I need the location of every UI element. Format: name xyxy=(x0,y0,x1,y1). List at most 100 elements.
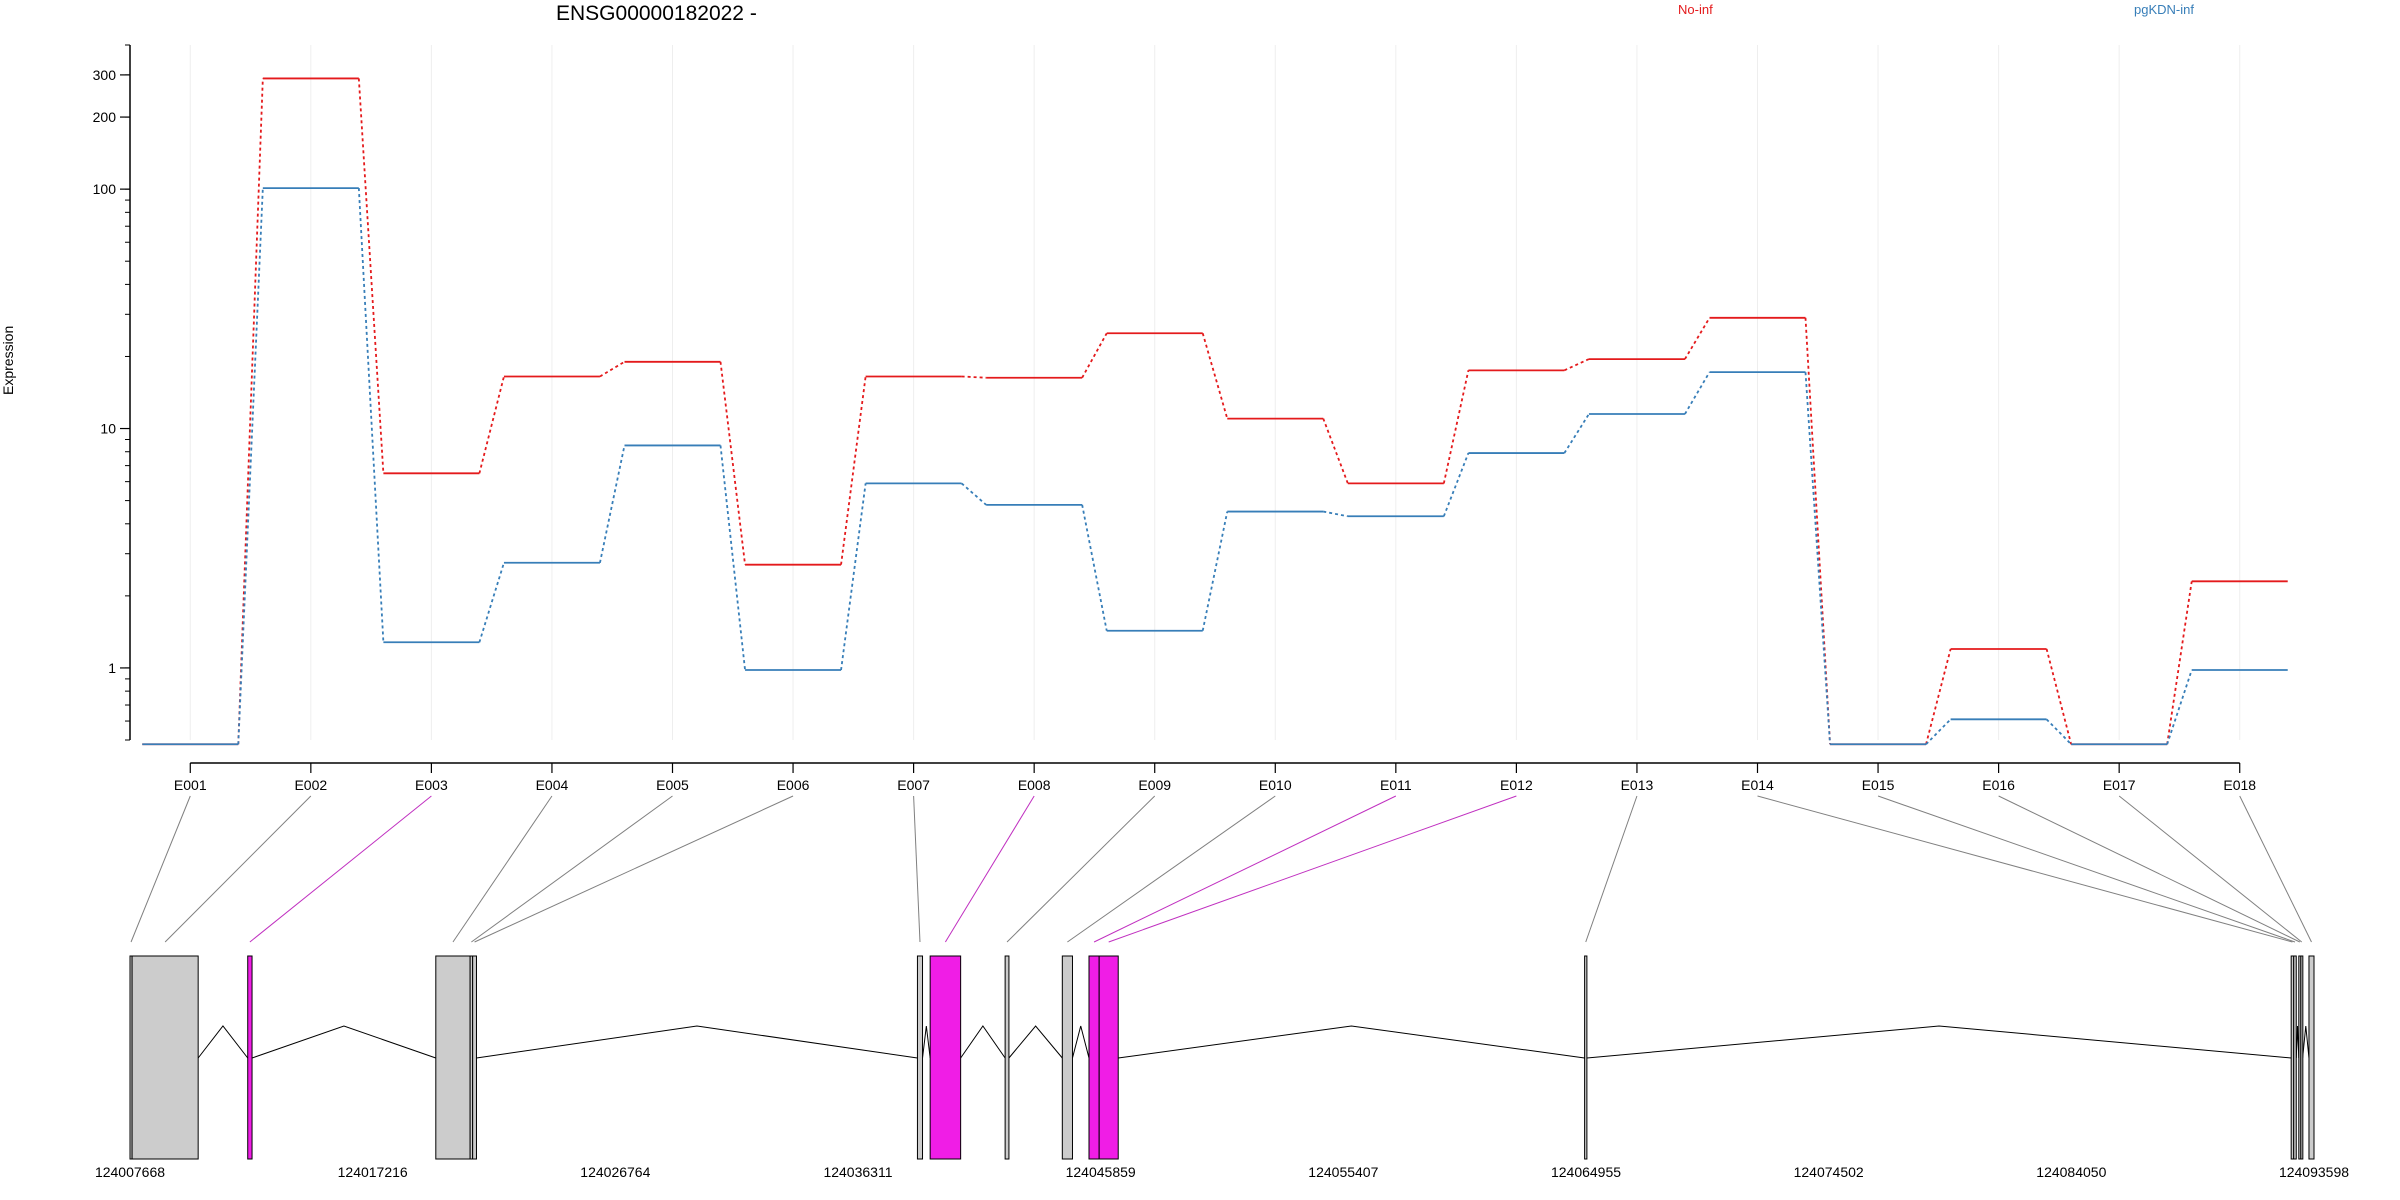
x-tick-label-e010: E010 xyxy=(1259,777,1292,793)
intron-line xyxy=(1071,1025,1090,1059)
genomic-coordinate-label: 124055407 xyxy=(1308,1164,1378,1180)
intron-line xyxy=(960,1025,1006,1059)
genomic-coordinate-label: 124064955 xyxy=(1551,1164,1621,1180)
x-tick-label-e005: E005 xyxy=(656,777,689,793)
series-connector xyxy=(357,188,385,643)
x-tick-label-e006: E006 xyxy=(777,777,810,793)
x-tick-label-e001: E001 xyxy=(174,777,207,793)
y-tick-label: 10 xyxy=(100,421,116,437)
series-connector xyxy=(1442,370,1470,484)
exon-connector-line xyxy=(471,795,673,943)
intron-line xyxy=(197,1025,249,1059)
exon-box-e018 xyxy=(2308,955,2315,1160)
intron-line xyxy=(922,1025,931,1059)
y-tick-label: 1 xyxy=(108,660,116,676)
exon-connector-line xyxy=(944,795,1035,943)
series-pgkdn-inf xyxy=(142,187,2288,746)
series-connector xyxy=(1804,372,1831,745)
genomic-coordinate-label: 124026764 xyxy=(580,1164,650,1180)
genomic-coordinate-label: 124045859 xyxy=(1066,1164,1136,1180)
exon-connector-line xyxy=(1093,795,1397,943)
exon-box-e009 xyxy=(1004,955,1010,1160)
series-connector xyxy=(1442,452,1470,517)
series-connector xyxy=(961,482,987,506)
series-connector xyxy=(1684,371,1711,415)
series-connector xyxy=(961,375,987,379)
series-connector xyxy=(237,188,264,745)
y-tick-label: 100 xyxy=(93,181,117,197)
series-no-inf xyxy=(142,77,2288,746)
series-connector xyxy=(599,361,625,378)
series-connector xyxy=(1564,358,1590,372)
series-connector xyxy=(1201,333,1229,419)
exon-connector-line xyxy=(452,795,553,943)
intron-line xyxy=(1118,1025,1585,1059)
exon-box-e004 xyxy=(435,955,471,1160)
y-tick-label: 200 xyxy=(93,109,117,125)
exon-box-e013 xyxy=(1584,955,1588,1160)
series-connector xyxy=(1323,510,1349,518)
exon-connector-line xyxy=(913,795,921,943)
exon-box-e012 xyxy=(1098,955,1119,1160)
intron-line xyxy=(476,1025,918,1059)
series-connector xyxy=(478,376,505,474)
series-connector xyxy=(1684,317,1711,360)
exon-box-e007 xyxy=(916,955,924,1160)
x-tick-label-e004: E004 xyxy=(536,777,569,793)
exon-connector-line xyxy=(1067,795,1276,943)
series-connector xyxy=(1563,413,1590,454)
series-connector xyxy=(1081,504,1108,631)
exon-connector-line xyxy=(2239,795,2312,943)
x-tick-label-e014: E014 xyxy=(1741,777,1774,793)
exon-connector-line xyxy=(1006,795,1156,943)
exon-box-e003 xyxy=(247,955,253,1160)
series-connector xyxy=(599,445,626,563)
exon-connector-line xyxy=(1998,795,2301,943)
series-connector xyxy=(840,483,867,671)
exon-connector-line xyxy=(1585,795,1638,943)
x-tick-label-e011: E011 xyxy=(1380,777,1412,793)
genomic-coordinate-label: 124017216 xyxy=(338,1164,408,1180)
x-tick-label-e003: E003 xyxy=(415,777,448,793)
intron-line xyxy=(1586,1025,2292,1059)
series-connector xyxy=(237,78,264,745)
x-tick-label-e018: E018 xyxy=(2223,777,2256,793)
exon-connector-line xyxy=(249,795,432,943)
x-tick-label-e009: E009 xyxy=(1138,777,1171,793)
exon-box-e006 xyxy=(472,955,477,1160)
exon-connector-line xyxy=(474,795,794,943)
series-connector xyxy=(2166,669,2193,745)
x-tick-label-e002: E002 xyxy=(294,777,327,793)
series-connector xyxy=(1081,332,1108,379)
genomic-coordinate-label: 124093598 xyxy=(2279,1164,2349,1180)
x-tick-label-e013: E013 xyxy=(1621,777,1654,793)
exon-connector-line xyxy=(1757,795,2293,943)
genomic-coordinate-label: 124036311 xyxy=(823,1164,892,1180)
series-connector xyxy=(478,562,505,643)
exon-box-e010 xyxy=(1061,955,1073,1160)
series-connector xyxy=(840,376,867,565)
y-axis-label: Expression xyxy=(0,325,16,395)
intron-line xyxy=(1008,1025,1063,1059)
intron-line xyxy=(251,1025,436,1059)
series-connector xyxy=(2045,648,2073,745)
exon-connector-line xyxy=(2118,795,2303,943)
x-tick-label-e015: E015 xyxy=(1862,777,1895,793)
exon-box-e017 xyxy=(2300,955,2304,1160)
genomic-coordinate-label: 124084050 xyxy=(2036,1164,2106,1180)
exon-box-e011 xyxy=(1088,955,1100,1160)
chart-title: ENSG00000182022 - xyxy=(556,2,757,25)
exon-box-e008 xyxy=(929,955,962,1160)
x-tick-label-e017: E017 xyxy=(2103,777,2136,793)
series-connector xyxy=(719,445,746,671)
exon-box-e015 xyxy=(2293,955,2297,1160)
exon-connector-line xyxy=(130,795,191,943)
genomic-coordinate-label: 124007668 xyxy=(95,1164,165,1180)
legend-entry-no-inf: No-inf xyxy=(1678,2,1713,17)
series-connector xyxy=(357,78,385,474)
x-tick-label-e007: E007 xyxy=(897,777,930,793)
exon-connector-line xyxy=(1877,795,2296,943)
series-connector xyxy=(2166,581,2193,745)
exon-box-e002 xyxy=(131,955,199,1160)
